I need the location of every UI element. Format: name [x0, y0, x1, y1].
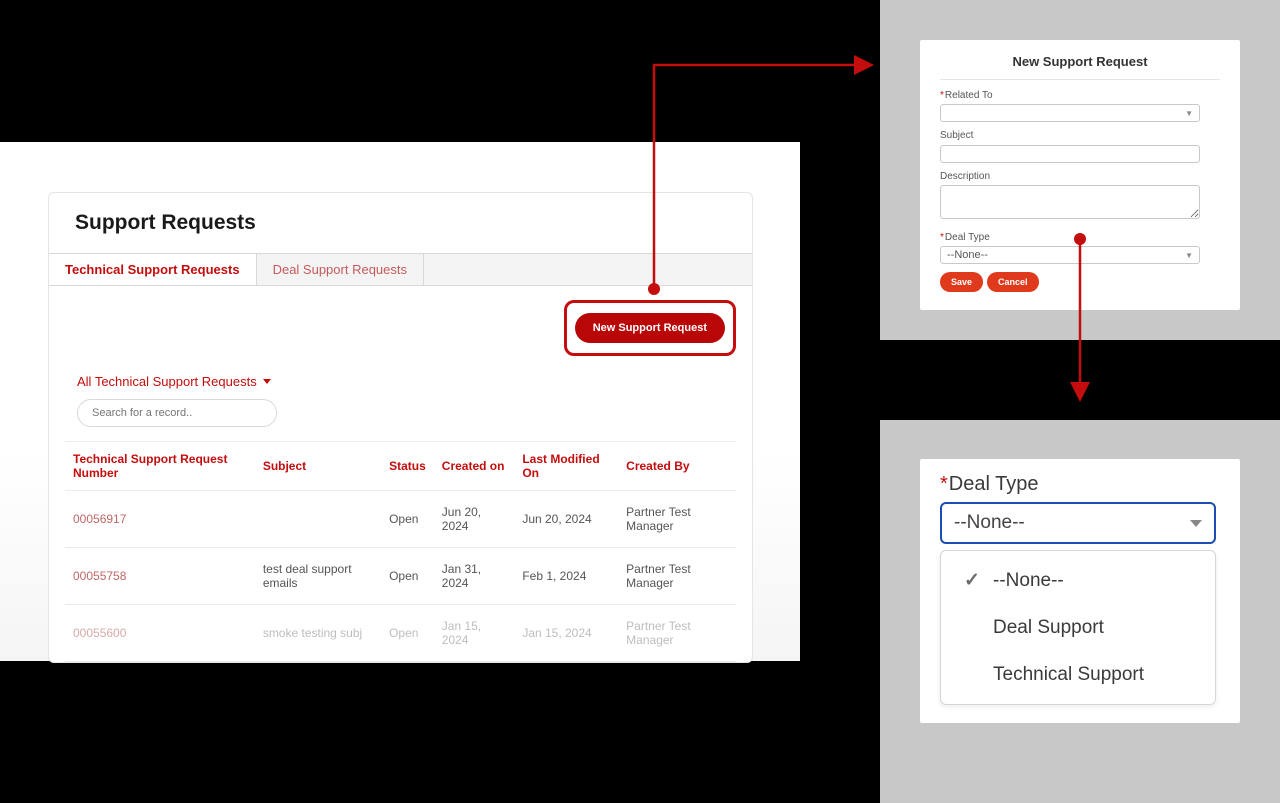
- new-support-request-form: New Support Request *Related To ▼ Subjec…: [920, 40, 1240, 310]
- dd-selected-value: --None--: [954, 512, 1025, 534]
- cell-modified: Jun 20, 2024: [514, 491, 618, 548]
- requests-table: Technical Support Request Number Subject…: [65, 441, 736, 662]
- dd-option-label: Technical Support: [993, 664, 1144, 686]
- form-button-row: Save Cancel: [940, 272, 1220, 292]
- dd-option-technical-support[interactable]: ✓ Technical Support: [941, 651, 1215, 698]
- col-modified[interactable]: Last Modified On: [514, 442, 618, 491]
- cell-by: Partner Test Manager: [618, 491, 736, 548]
- cell-created: Jan 31, 2024: [434, 548, 515, 605]
- cell-subject: [255, 491, 381, 548]
- cell-modified: Feb 1, 2024: [514, 548, 618, 605]
- new-button-zone: New Support Request: [65, 300, 736, 356]
- table-row[interactable]: 00056917 Open Jun 20, 2024 Jun 20, 2024 …: [65, 491, 736, 548]
- table-row[interactable]: 00055600 smoke testing subj Open Jan 15,…: [65, 605, 736, 662]
- col-by[interactable]: Created By: [618, 442, 736, 491]
- support-requests-card: Support Requests Technical Support Reque…: [48, 192, 753, 663]
- col-subject[interactable]: Subject: [255, 442, 381, 491]
- select-related-to[interactable]: ▼: [940, 104, 1200, 122]
- dd-option-label: Deal Support: [993, 617, 1104, 639]
- label-deal-type: *Deal Type: [940, 232, 1220, 243]
- cell-created: Jan 15, 2024: [434, 605, 515, 662]
- cell-by: Partner Test Manager: [618, 548, 736, 605]
- cell-by: Partner Test Manager: [618, 605, 736, 662]
- label-description: Description: [940, 171, 1220, 182]
- cell-subject: test deal support emails: [255, 548, 381, 605]
- cell-subject: smoke testing subj: [255, 605, 381, 662]
- cell-number[interactable]: 00055758: [65, 548, 255, 605]
- filter-dropdown[interactable]: All Technical Support Requests: [65, 370, 283, 399]
- cell-number[interactable]: 00055600: [65, 605, 255, 662]
- chevron-down-icon: [1190, 520, 1202, 527]
- search-wrap: [65, 399, 736, 441]
- field-deal-type: *Deal Type --None-- ▼: [940, 232, 1220, 264]
- dd-label: *Deal Type: [940, 473, 1220, 496]
- textarea-description[interactable]: [940, 185, 1200, 219]
- new-button-callout: New Support Request: [564, 300, 736, 356]
- form-title: New Support Request: [940, 54, 1220, 80]
- page-title: Support Requests: [49, 211, 752, 253]
- dd-option-deal-support[interactable]: ✓ Deal Support: [941, 604, 1215, 651]
- label-related-to: *Related To: [940, 90, 1220, 101]
- cell-status: Open: [381, 605, 434, 662]
- select-deal-type-value: --None--: [947, 249, 988, 261]
- tab-deal-support[interactable]: Deal Support Requests: [257, 254, 424, 285]
- field-subject: Subject: [940, 130, 1220, 163]
- cancel-button[interactable]: Cancel: [987, 272, 1039, 292]
- cell-created: Jun 20, 2024: [434, 491, 515, 548]
- field-related-to: *Related To ▼: [940, 90, 1220, 122]
- chevron-down-icon: ▼: [1185, 109, 1193, 118]
- cell-modified: Jan 15, 2024: [514, 605, 618, 662]
- cell-number[interactable]: 00056917: [65, 491, 255, 548]
- col-number[interactable]: Technical Support Request Number: [65, 442, 255, 491]
- tab-row: Technical Support Requests Deal Support …: [49, 253, 752, 286]
- new-support-request-button[interactable]: New Support Request: [575, 313, 725, 343]
- caret-down-icon: [263, 379, 271, 384]
- label-subject: Subject: [940, 130, 1220, 141]
- dd-option-none[interactable]: ✓ --None--: [941, 557, 1215, 604]
- col-status[interactable]: Status: [381, 442, 434, 491]
- dd-select[interactable]: --None--: [940, 502, 1216, 544]
- dd-option-label: --None--: [993, 570, 1064, 592]
- chevron-down-icon: ▼: [1185, 251, 1193, 260]
- col-created[interactable]: Created on: [434, 442, 515, 491]
- deal-type-dropdown-card: *Deal Type --None-- ✓ --None-- ✓ Deal Su…: [920, 459, 1240, 723]
- select-deal-type[interactable]: --None-- ▼: [940, 246, 1200, 264]
- tab-technical-support[interactable]: Technical Support Requests: [49, 254, 257, 285]
- field-description: Description: [940, 171, 1220, 224]
- table-row[interactable]: 00055758 test deal support emails Open J…: [65, 548, 736, 605]
- list-content: New Support Request All Technical Suppor…: [49, 286, 752, 662]
- search-input[interactable]: [77, 399, 277, 427]
- save-button[interactable]: Save: [940, 272, 983, 292]
- cell-status: Open: [381, 548, 434, 605]
- cell-status: Open: [381, 491, 434, 548]
- dd-menu: ✓ --None-- ✓ Deal Support ✓ Technical Su…: [940, 550, 1216, 705]
- filter-label: All Technical Support Requests: [77, 374, 257, 389]
- input-subject[interactable]: [940, 145, 1200, 163]
- check-icon: ✓: [963, 569, 981, 592]
